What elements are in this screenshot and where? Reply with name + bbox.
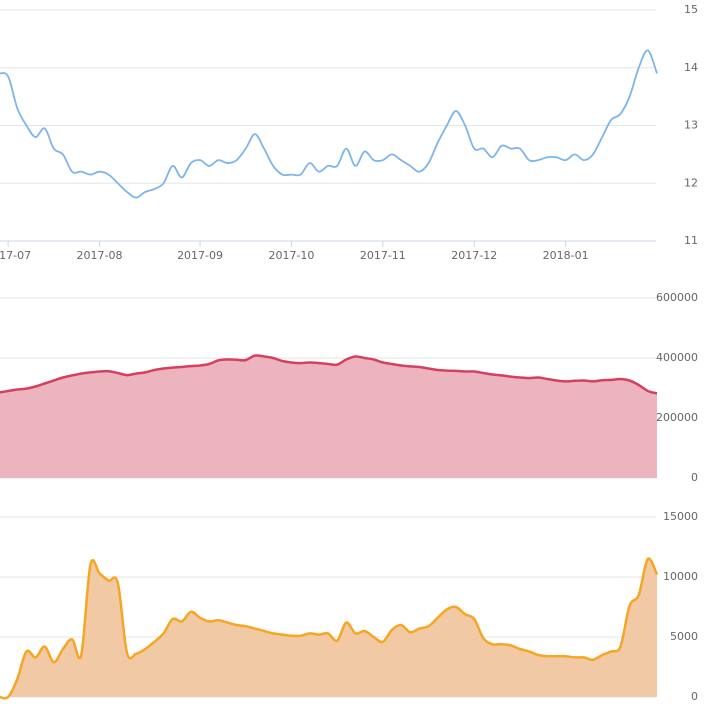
- y-tick-label: 15000: [663, 510, 698, 523]
- line: [0, 557, 659, 700]
- y-tick-label: 200000: [656, 411, 698, 424]
- y-tick-label: 13: [684, 119, 698, 132]
- x-tick-label: 2017-10: [268, 249, 314, 262]
- line: [0, 354, 658, 395]
- x-tick-label: 2017-12: [451, 249, 497, 262]
- y-tick-label: 15: [684, 3, 698, 16]
- y-tick-label: 400000: [656, 351, 698, 364]
- y-tick-label: 14: [684, 61, 698, 74]
- y-tick-label: 0: [691, 690, 698, 703]
- y-tick-label: 600000: [656, 291, 698, 304]
- x-tick-label: 2017-07: [0, 249, 31, 262]
- y-tick-label: 12: [684, 176, 698, 189]
- y-tick-label: 11: [684, 234, 698, 247]
- x-tick-label: 2017-09: [177, 249, 223, 262]
- area: [0, 558, 657, 699]
- x-tick-label: 2018-01: [543, 249, 589, 262]
- y-tick-label: 10000: [663, 570, 698, 583]
- y-tick-label: 5000: [670, 630, 698, 643]
- line: [0, 49, 658, 199]
- area: [0, 355, 657, 478]
- x-tick-label: 2017-08: [77, 249, 123, 262]
- y-tick-label: 0: [691, 471, 698, 484]
- x-tick-label: 2017-11: [360, 249, 406, 262]
